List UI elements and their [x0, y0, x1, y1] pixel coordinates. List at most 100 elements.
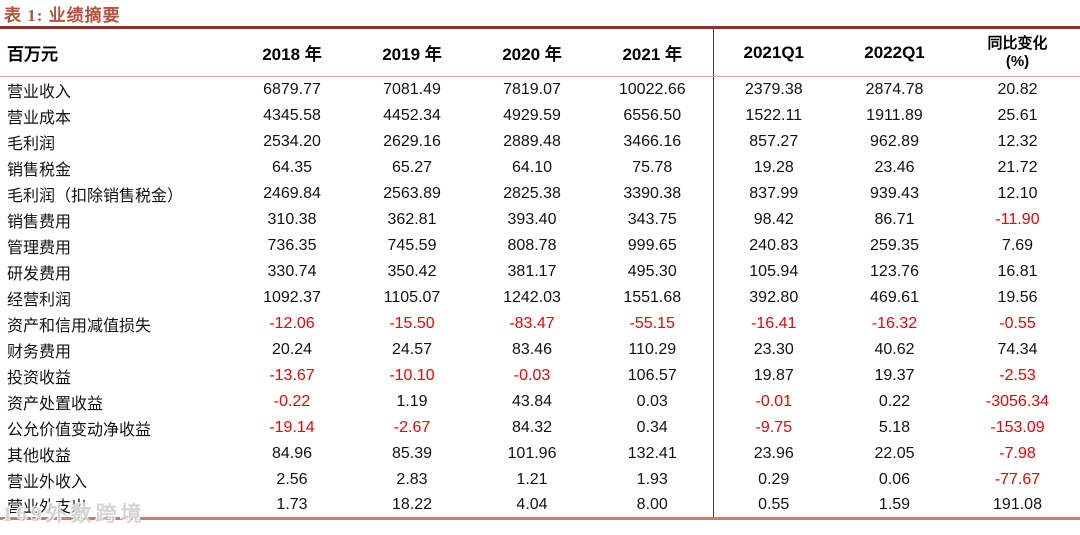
cell-value: 0.06: [878, 470, 911, 488]
cell-value: 4345.58: [263, 106, 321, 124]
row-label: 营业成本: [7, 109, 72, 127]
cell-value: 362.81: [387, 210, 437, 228]
cell-value: 1.21: [516, 470, 548, 488]
cell-value: -19.14: [269, 418, 315, 436]
cell-value: 3466.16: [623, 132, 682, 150]
cell-value: 2.83: [396, 470, 428, 488]
row-label: 财务费用: [7, 343, 72, 361]
cell-value: 16.81: [997, 262, 1038, 280]
table-row: 财务费用 20.24 24.57 83.46 110.29 23.30 40.62 74.34: [0, 336, 1080, 363]
cell-value: 23.30: [712, 336, 834, 363]
table-row: 毛利润（扣除销售税金） 2469.84 2563.89 2825.38 3390.38 8…: [0, 180, 1080, 207]
cell-value: 6556.50: [623, 106, 682, 124]
table-header-row: 百万元 2018 年 2019 年 2020 年 2021 年 2021Q1 2022Q1…: [0, 27, 1080, 77]
table-row: 营业外支出 1.73 18.22 4.04 8.00 0.55 1.59 191.08: [0, 492, 1080, 519]
cell-value: 2629.16: [383, 132, 441, 150]
cell-value: 7081.49: [383, 80, 441, 98]
cell-value: -13.67: [269, 366, 315, 384]
table-row: 营业成本 4345.58 4452.34 4929.59 6556.50 1522.11 1…: [0, 102, 1080, 129]
table-row: 营业收入 6879.77 7081.49 7819.07 10022.66 2379.38…: [0, 76, 1080, 103]
cell-value: 469.61: [870, 288, 919, 306]
table-row: 销售税金 64.35 65.27 64.10 75.78 19.28 23.46 21.72: [0, 154, 1080, 181]
table-row: 投资收益 -13.67 -10.10 -0.03 106.57 19.87 19.37 -2.…: [0, 362, 1080, 389]
cell-value: 330.74: [267, 262, 317, 280]
cell-value: 1551.68: [623, 288, 682, 306]
cell-value: 393.40: [507, 210, 557, 228]
row-label: 营业收入: [7, 83, 72, 101]
cell-value: 40.62: [874, 340, 915, 358]
cell-value: 1242.03: [503, 288, 561, 306]
cell-value: 191.08: [993, 495, 1042, 513]
cell-value: -16.41: [712, 310, 834, 337]
table-row: 其他收益 84.96 85.39 101.96 132.41 23.96 22.05 -7.9…: [0, 440, 1080, 467]
cell-value: 24.57: [391, 340, 433, 358]
cell-value: 19.37: [874, 366, 915, 384]
cell-value: 745.59: [387, 236, 437, 254]
row-label: 经营利润: [7, 291, 72, 309]
table-row: 销售费用 310.38 362.81 393.40 343.75 98.42 86.71 -1…: [0, 206, 1080, 233]
cell-value: 132.41: [627, 444, 677, 462]
table-title: 表 1: 业绩摘要: [4, 6, 121, 25]
cell-value: 1.19: [396, 392, 428, 410]
cell-value: 12.10: [997, 184, 1038, 202]
row-label: 资产处置收益: [7, 395, 104, 413]
cell-value: 2.56: [276, 470, 308, 488]
cell-value: 98.42: [712, 206, 834, 233]
cell-value: 0.22: [878, 392, 911, 410]
cell-value: 259.35: [870, 236, 919, 254]
cell-value: 939.43: [870, 184, 919, 202]
cell-value: -10.10: [389, 366, 435, 384]
row-label: 销售费用: [7, 213, 72, 231]
cell-value: 1522.11: [712, 102, 834, 129]
cell-value: -55.15: [629, 314, 675, 332]
cell-value: 106.57: [627, 366, 677, 384]
cell-value: -0.03: [513, 366, 551, 384]
row-label: 营业外收入: [7, 473, 88, 491]
cell-value: 22.05: [874, 444, 915, 462]
table-row: 研发费用 330.74 350.42 381.17 495.30 105.94 123.76…: [0, 258, 1080, 285]
cell-value: 1.73: [276, 495, 308, 513]
cell-value: 381.17: [507, 262, 557, 280]
row-label: 毛利润: [7, 135, 56, 153]
row-label: 营业外支出: [7, 498, 88, 516]
cell-value: -12.06: [269, 314, 315, 332]
cell-value: 857.27: [712, 128, 834, 155]
row-label: 投资收益: [7, 369, 72, 387]
cell-value: 4.04: [516, 495, 548, 513]
cell-value: 12.32: [997, 132, 1038, 150]
cell-value: -3056.34: [985, 392, 1050, 410]
cell-value: 123.76: [870, 262, 919, 280]
performance-summary-table: 百万元 2018 年 2019 年 2020 年 2021 年 2021Q1 2022Q1…: [0, 26, 1080, 520]
cell-value: 6879.77: [263, 80, 321, 98]
cell-value: 25.61: [997, 106, 1038, 124]
cell-value: 101.96: [507, 444, 557, 462]
cell-value: 19.28: [712, 154, 834, 181]
cell-value: 7819.07: [503, 80, 561, 98]
cell-value: 105.94: [712, 258, 834, 285]
row-label: 资产和信用减值损失: [7, 317, 152, 335]
cell-value: 64.10: [511, 158, 553, 176]
column-header: 2018 年: [232, 27, 352, 77]
row-label: 研发费用: [7, 265, 72, 283]
row-label: 管理费用: [7, 239, 72, 257]
cell-value: -77.67: [994, 470, 1041, 488]
cell-value: 10022.66: [618, 80, 686, 98]
cell-value: 1105.07: [383, 288, 441, 306]
cell-value: 4929.59: [503, 106, 561, 124]
cell-value: -153.09: [990, 418, 1045, 436]
cell-value: 23.96: [712, 440, 834, 467]
table-row: 毛利润 2534.20 2629.16 2889.48 3466.16 857.27 962…: [0, 128, 1080, 155]
cell-value: 837.99: [712, 180, 834, 207]
cell-value: 110.29: [628, 340, 677, 358]
cell-value: 84.32: [511, 418, 553, 436]
cell-value: 1911.89: [866, 106, 923, 124]
cell-value: -2.53: [999, 366, 1036, 384]
cell-value: 0.34: [636, 418, 668, 436]
cell-value: 23.46: [874, 158, 915, 176]
cell-value: 21.72: [997, 158, 1038, 176]
cell-value: 999.65: [627, 236, 677, 254]
cell-value: 75.78: [632, 158, 673, 176]
column-header: 2020 年: [472, 27, 592, 77]
table-row: 公允价值变动净收益 -19.14 -2.67 84.32 0.34 -9.75 5.18 -1…: [0, 414, 1080, 441]
cell-value: 392.80: [712, 284, 834, 311]
